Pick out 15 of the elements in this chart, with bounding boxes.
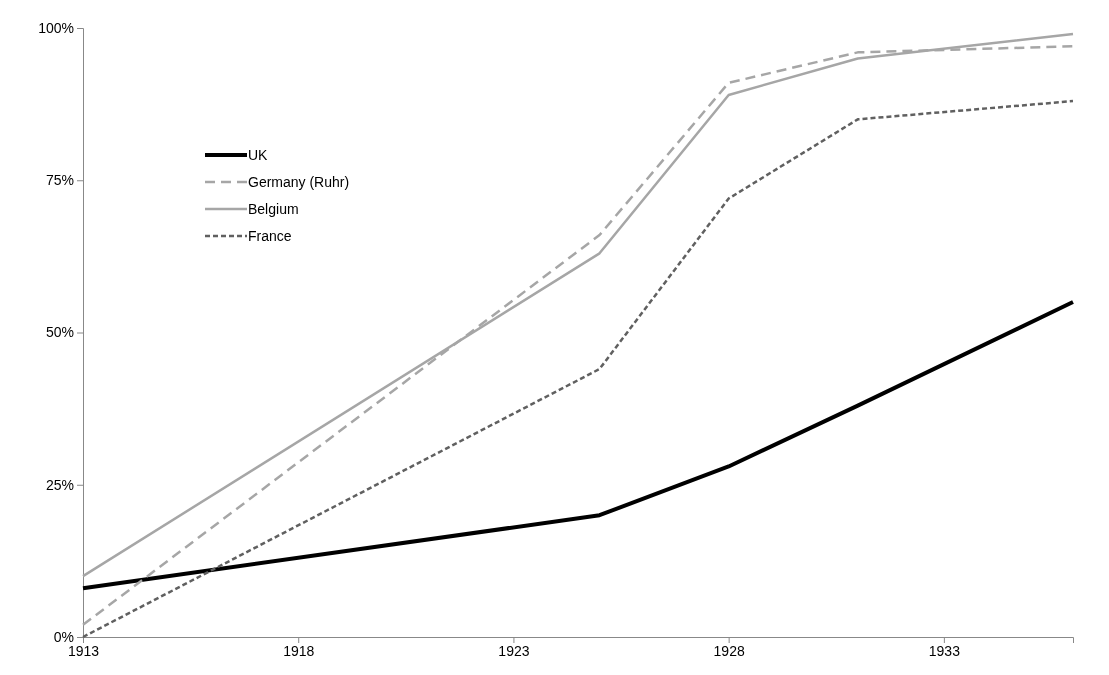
y-tick-label: 75%: [45, 172, 74, 189]
y-tick-label: 25%: [45, 476, 74, 493]
y-tick-label: 0%: [53, 628, 74, 645]
x-tick-label: 1913: [67, 642, 100, 659]
legend-label: France: [248, 227, 292, 244]
x-tick-label: 1933: [928, 642, 961, 659]
line-series: [81, 300, 1075, 591]
x-tick-label: 1923: [498, 642, 530, 659]
legend-label: UK: [248, 146, 269, 163]
y-tick-label: 100%: [38, 19, 74, 36]
legend-label: Belgium: [248, 200, 299, 217]
x-tick-label: 1928: [713, 642, 745, 659]
x-tick-label: 1918: [283, 642, 315, 659]
y-tick-label: 50%: [45, 324, 74, 341]
legend-label: Germany (Ruhr): [248, 173, 350, 190]
